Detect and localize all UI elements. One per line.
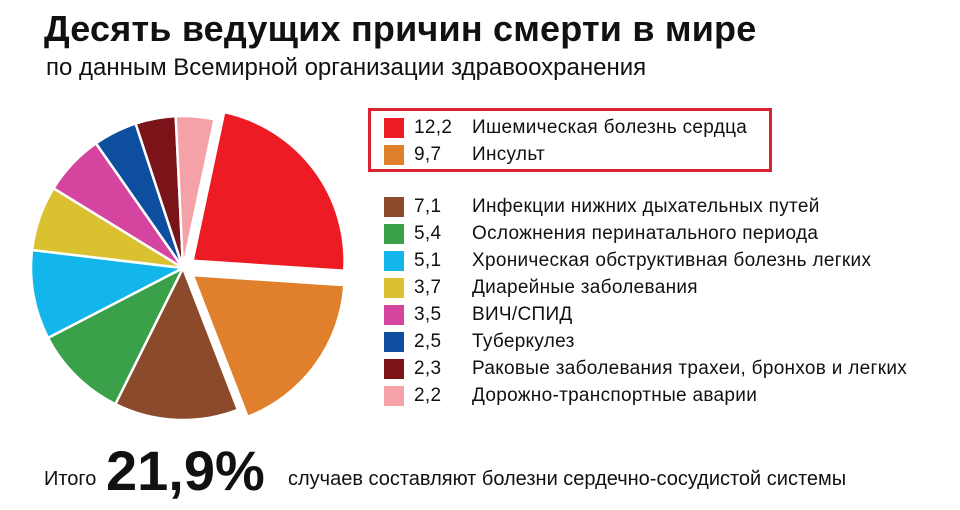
legend-label: Осложнения перинатального периода [472,223,819,244]
legend-value: 2,3 [414,358,442,379]
legend-item: 9,7 Инсульт [384,143,545,167]
pie-slice-4 [46,266,185,406]
legend-label: Туберкулез [472,331,575,352]
legend-value: 5,4 [414,223,442,244]
legend-item: 2,3 Раковые заболевания трахеи, бронхов и… [384,357,907,381]
legend-item: 5,1 Хроническая обструктивная болезнь лег… [384,249,871,273]
legend-swatch [384,118,404,138]
legend-value: 2,5 [414,331,442,352]
legend-swatch [384,359,404,379]
legend-swatch [384,224,404,244]
legend-item: 3,7 Диарейные заболевания [384,276,698,300]
chart-subtitle: по данным Всемирной организации здравоох… [46,54,647,81]
legend-swatch [384,197,404,217]
legend-item: 3,5 ВИЧ/СПИД [384,303,573,327]
legend-label: Инфекции нижних дыхательных путей [472,196,820,217]
legend-label: Инсульт [472,144,546,165]
legend-swatch [384,332,404,352]
highlight-box [368,108,772,172]
legend-label: Ишемическая болезнь сердца [472,117,748,138]
legend-value: 3,5 [414,304,442,325]
summary-prefix: Итого [44,468,97,490]
legend-swatch [384,305,404,325]
legend-value: 3,7 [414,277,442,298]
legend-item: 2,2 Дорожно-транспортные аварии [384,384,757,408]
chart-title: Десять ведущих причин смерти в мире [44,8,757,49]
pie-slice-3 [114,266,240,422]
pie-slice-2 [191,273,346,419]
pie-slice-10 [174,114,216,270]
legend-label: Раковые заболевания трахеи, бронхов и ле… [472,358,908,379]
pie-slice-1 [191,110,346,273]
legend-item: 5,4 Осложнения перинатального периода [384,222,818,246]
legend-swatch [384,278,404,298]
pie-slice-5 [29,248,185,340]
legend-value: 7,1 [414,196,442,217]
summary-text: случаев составляют болезни сердечно-сосу… [288,468,847,490]
legend-label: Диарейные заболевания [472,277,698,298]
legend-swatch [384,251,404,271]
legend-label: Хроническая обструктивная болезнь легких [472,250,872,271]
legend-label: ВИЧ/СПИД [472,304,573,325]
legend-item: 2,5 Туберкулез [384,330,575,354]
pie-chart [29,110,346,422]
legend-swatch [384,386,404,406]
legend-value: 2,2 [414,385,442,406]
legend-value: 12,2 [414,117,453,138]
legend-value: 9,7 [414,144,442,165]
legend-item: 7,1 Инфекции нижних дыхательных путей [384,195,820,219]
legend-label: Дорожно-транспортные аварии [472,385,758,406]
legend-value: 5,1 [414,250,442,271]
legend-swatch [384,145,404,165]
legend-item: 12,2 Ишемическая болезнь сердца [384,116,747,140]
summary-total: 21,9% [106,439,265,502]
